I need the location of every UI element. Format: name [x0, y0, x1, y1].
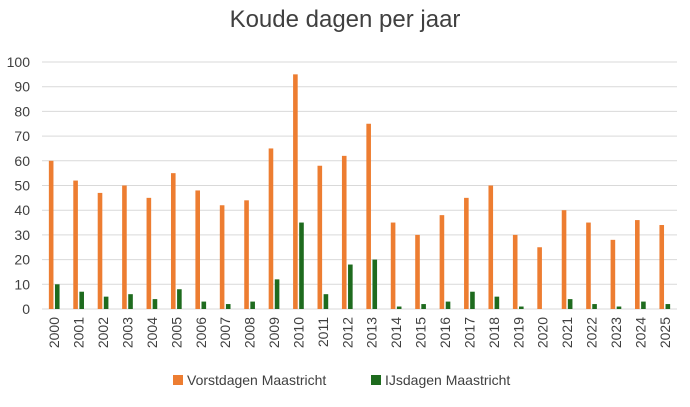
bar-vorstdagen: [561, 210, 567, 309]
bar-ijsdagen: [470, 291, 475, 309]
y-tick-label: 80: [14, 103, 30, 119]
bar-vorstdagen: [122, 185, 127, 309]
bar-vorstdagen: [366, 123, 371, 309]
x-tick-label: 2007: [217, 317, 233, 348]
bar-ijsdagen: [641, 301, 646, 309]
bar-vorstdagen: [635, 220, 640, 309]
y-tick-label: 10: [14, 276, 30, 292]
bar-vorstdagen: [48, 160, 54, 309]
bar-ijsdagen: [616, 306, 622, 309]
x-tick-label: 2010: [290, 317, 306, 348]
bar-vorstdagen: [488, 185, 494, 309]
x-tick-label: 2022: [584, 317, 600, 348]
bar-vorstdagen: [97, 192, 103, 309]
bar-ijsdagen: [103, 296, 109, 309]
bar-vorstdagen: [268, 148, 274, 309]
bar-vorstdagen: [439, 215, 445, 309]
bar-vorstdagen: [170, 173, 176, 309]
bar-ijsdagen: [421, 304, 426, 309]
bar-ijsdagen: [54, 284, 60, 309]
bar-vorstdagen: [244, 200, 249, 309]
x-tick-label: 2018: [486, 317, 502, 348]
x-tick-label: 2020: [535, 317, 551, 348]
y-tick-label: 20: [14, 252, 30, 268]
x-tick-label: 2021: [559, 317, 575, 348]
x-tick-label: 2024: [632, 317, 648, 348]
bar-ijsdagen: [494, 296, 500, 309]
x-tick-label: 2008: [242, 317, 258, 348]
bar-vorstdagen: [317, 165, 323, 309]
bar-vorstdagen: [659, 225, 665, 309]
y-tick-label: 60: [14, 153, 30, 169]
bar-ijsdagen: [567, 299, 573, 309]
x-tick-label: 2003: [119, 317, 135, 348]
x-tick-label: 2014: [388, 317, 404, 348]
bar-ijsdagen: [396, 306, 402, 309]
x-tick-label: 2016: [437, 317, 453, 348]
y-tick-label: 0: [22, 301, 30, 317]
x-tick-label: 2002: [95, 317, 111, 348]
x-tick-label: 2009: [266, 317, 282, 348]
bar-vorstdagen: [537, 247, 542, 309]
x-tick-label: 2015: [413, 317, 429, 348]
bar-vorstdagen: [512, 234, 518, 309]
x-tick-label: 2005: [168, 317, 184, 348]
y-tick-label: 40: [14, 202, 30, 218]
chart-title: Koude dagen per jaar: [229, 6, 461, 33]
legend-label: Vorstdagen Maastricht: [187, 372, 326, 388]
bar-vorstdagen: [610, 239, 616, 309]
bar-vorstdagen: [146, 197, 152, 309]
bar-ijsdagen: [348, 264, 353, 309]
bar-ijsdagen: [79, 291, 84, 309]
x-tick-label: 2017: [461, 317, 477, 348]
bar-ijsdagen: [177, 289, 182, 309]
bar-vorstdagen: [73, 180, 78, 309]
bar-ijsdagen: [519, 306, 524, 309]
bar-ijsdagen: [592, 304, 597, 309]
y-tick-label: 100: [7, 54, 31, 70]
bar-ijsdagen: [274, 279, 280, 309]
x-tick-label: 2000: [46, 317, 62, 348]
bar-ijsdagen: [299, 222, 304, 309]
bar-vorstdagen: [219, 205, 225, 309]
bar-ijsdagen: [250, 301, 255, 309]
x-tick-label: 2019: [510, 317, 526, 348]
x-tick-label: 2023: [608, 317, 624, 348]
y-tick-label: 70: [14, 128, 30, 144]
x-tick-label: 2012: [339, 317, 355, 348]
bar-ijsdagen: [128, 294, 133, 309]
y-tick-label: 30: [14, 227, 30, 243]
legend-label: IJsdagen Maastricht: [385, 372, 510, 388]
bar-vorstdagen: [341, 155, 347, 309]
y-tick-label: 50: [14, 178, 30, 194]
bar-vorstdagen: [464, 197, 469, 309]
bar-ijsdagen: [152, 299, 158, 309]
legend-swatch: [371, 375, 381, 385]
bar-ijsdagen: [225, 304, 231, 309]
bar-ijsdagen: [201, 301, 207, 309]
bar-vorstdagen: [195, 190, 200, 309]
bar-ijsdagen: [445, 301, 451, 309]
bar-vorstdagen: [415, 234, 420, 309]
bar-ijsdagen: [372, 259, 378, 309]
bar-vorstdagen: [390, 222, 396, 309]
bar-ijsdagen: [665, 304, 671, 309]
x-tick-label: 2004: [144, 317, 160, 348]
x-tick-label: 2025: [657, 317, 673, 348]
x-tick-label: 2006: [193, 317, 209, 348]
bar-ijsdagen: [323, 294, 329, 309]
x-tick-label: 2001: [71, 317, 87, 348]
y-tick-label: 90: [14, 79, 30, 95]
bar-vorstdagen: [293, 74, 298, 309]
legend-swatch: [173, 375, 183, 385]
bar-vorstdagen: [586, 222, 591, 309]
x-tick-label: 2013: [364, 317, 380, 348]
x-tick-label: 2011: [315, 317, 331, 347]
